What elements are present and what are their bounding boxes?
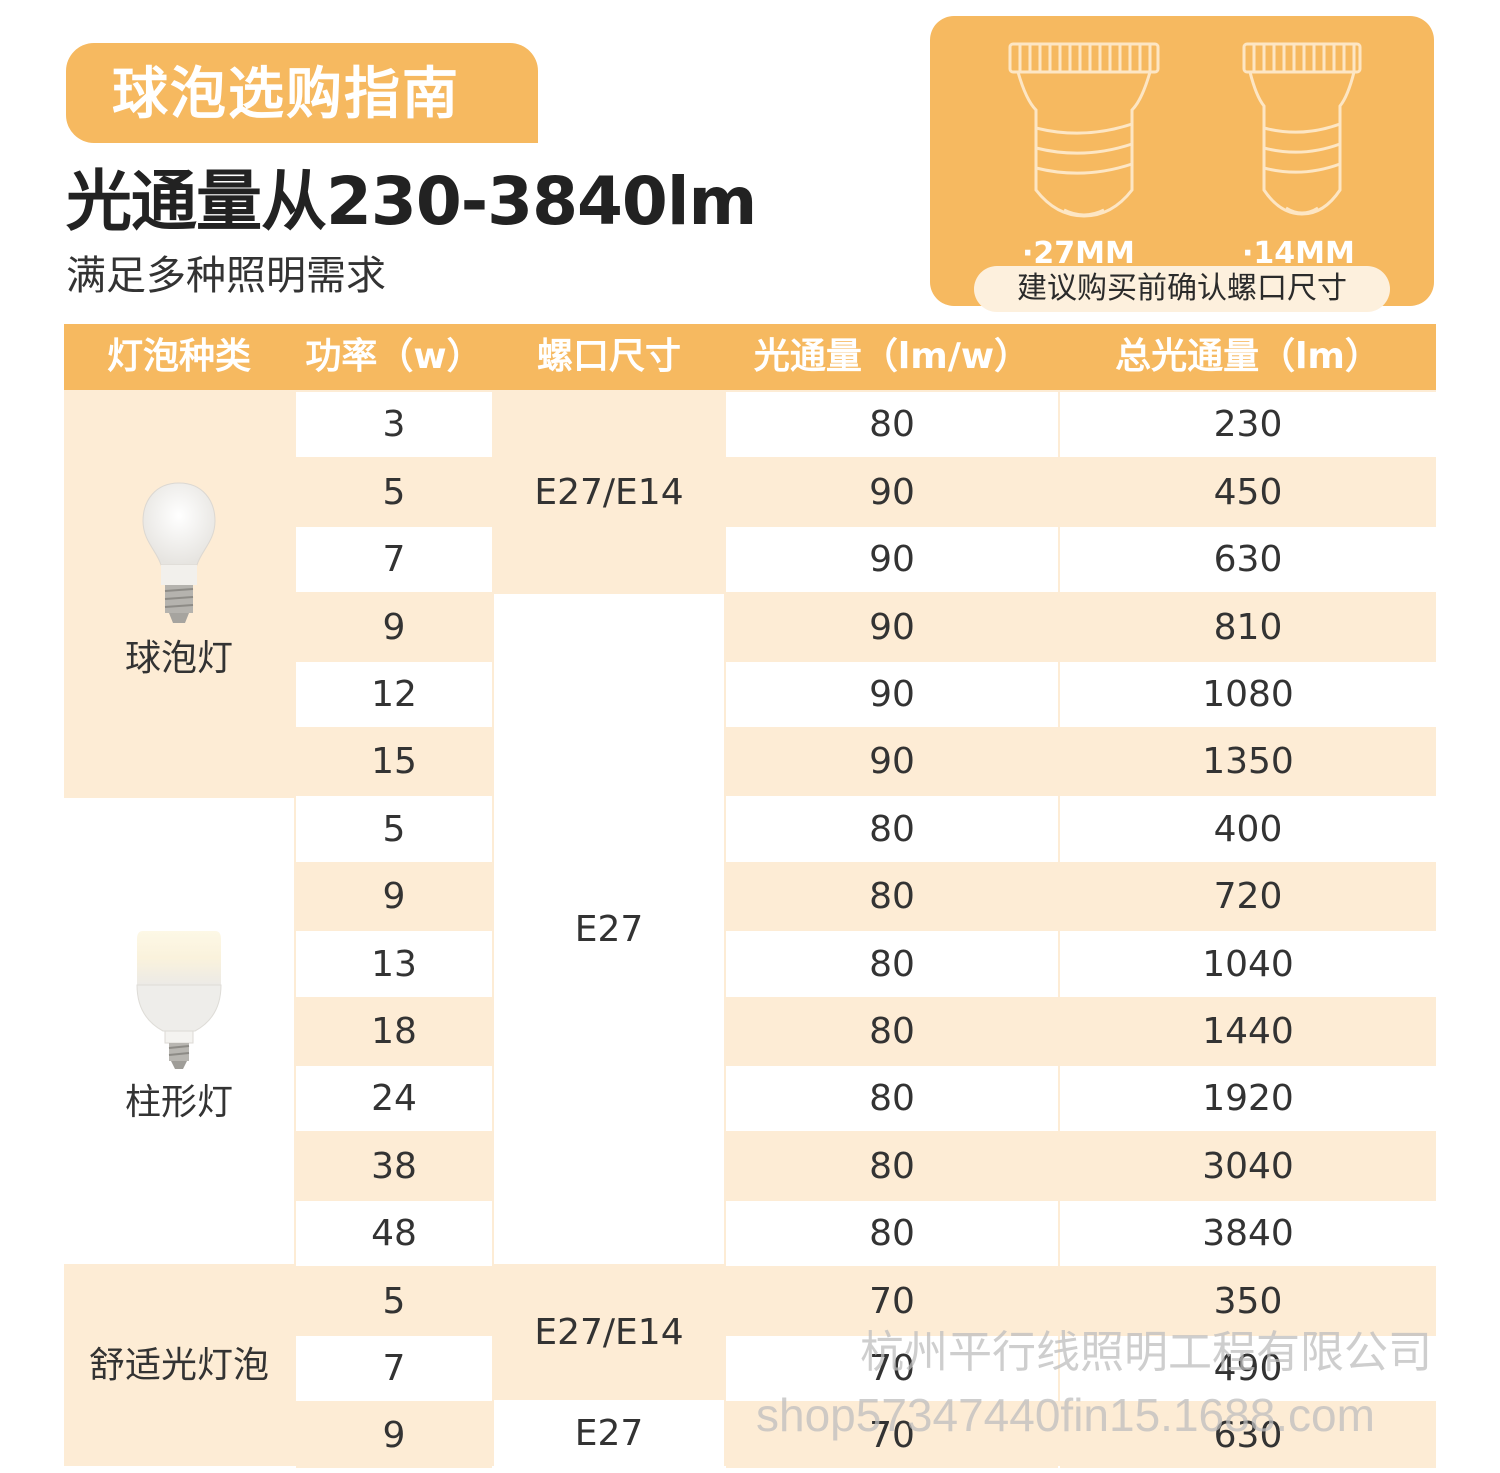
type-label-column: 柱形灯 <box>124 1082 233 1123</box>
efficacy-cell: 70 <box>726 1403 1058 1468</box>
total-cell: 810 <box>1060 594 1436 660</box>
total-cell: 720 <box>1060 864 1436 929</box>
total-cell: 1920 <box>1060 1066 1436 1131</box>
power-cell: 9 <box>296 1403 492 1468</box>
power-cell: 7 <box>296 1336 492 1401</box>
page-subheadline: 满足多种照明需求 <box>66 253 386 299</box>
watermark-company: 杭州平行线照明工程有限公司 <box>860 1328 1432 1377</box>
efficacy-cell: 80 <box>726 392 1058 457</box>
efficacy-cell: 80 <box>726 931 1058 997</box>
type-label-bulb: 球泡灯 <box>124 638 233 679</box>
total-cell: 450 <box>1060 459 1436 525</box>
efficacy-cell: 90 <box>726 459 1058 525</box>
total-cell: 1040 <box>1060 931 1436 997</box>
guide-tag-title: 球泡选购指南 <box>112 62 460 127</box>
efficacy-cell: 80 <box>726 1133 1058 1199</box>
header-base: 螺口尺寸 <box>536 336 681 377</box>
bulb-spec-table: 灯泡种类 功率（w） 螺口尺寸 光通量（lm/w） 总光通量（lm） 球泡灯 <box>64 324 1436 1468</box>
efficacy-cell: 80 <box>726 1066 1058 1131</box>
efficacy-cell: 70 <box>726 1268 1058 1334</box>
type-label-comfort: 舒适光灯泡 <box>88 1345 269 1386</box>
guide-tag-banner <box>66 43 538 143</box>
socket-size-panel: ·27MM ·14MM <box>930 16 1434 306</box>
total-cell: 630 <box>1060 527 1436 592</box>
efficacy-cell: 80 <box>726 796 1058 862</box>
total-cell: 350 <box>1060 1268 1436 1334</box>
efficacy-cell: 80 <box>726 1201 1058 1266</box>
power-cell: 12 <box>296 662 492 727</box>
power-cell: 13 <box>296 931 492 997</box>
page-headline: 光通量从230-3840lm <box>66 163 757 240</box>
header-power: 功率（w） <box>305 336 483 377</box>
type-group-comfort: 舒适光灯泡 <box>64 1266 294 1466</box>
efficacy-cell: 90 <box>726 662 1058 727</box>
header-efficacy: 光通量（lm/w） <box>753 336 1031 377</box>
total-cell: 490 <box>1060 1336 1436 1401</box>
total-cell: 230 <box>1060 392 1436 457</box>
total-cell: 1350 <box>1060 729 1436 794</box>
base-cell-e27-a: E27 <box>494 594 724 1264</box>
efficacy-cell: 90 <box>726 527 1058 592</box>
type-group-bulb: 球泡灯 <box>64 392 294 796</box>
base-cell-e27-b: E27 <box>494 1400 724 1466</box>
total-cell: 630 <box>1060 1403 1436 1468</box>
base-cell-e27e14-b: E27/E14 <box>494 1266 724 1398</box>
socket-size-14: ·14MM <box>1242 236 1355 271</box>
total-cell: 3840 <box>1060 1201 1436 1266</box>
base-cell-e27e14-a: E27/E14 <box>494 392 724 592</box>
total-cell: 1440 <box>1060 999 1436 1064</box>
efficacy-cell: 80 <box>726 999 1058 1064</box>
e27-socket-icon <box>1008 42 1160 218</box>
total-cell: 3040 <box>1060 1133 1436 1199</box>
power-cell: 7 <box>296 527 492 592</box>
socket-size-27: ·27MM <box>1022 236 1135 271</box>
power-cell: 18 <box>296 999 492 1064</box>
efficacy-cell: 90 <box>726 594 1058 660</box>
power-cell: 38 <box>296 1133 492 1199</box>
power-cell: 24 <box>296 1066 492 1131</box>
efficacy-cell: 70 <box>726 1336 1058 1401</box>
power-cell: 5 <box>296 796 492 862</box>
power-cell: 48 <box>296 1201 492 1266</box>
socket-advice-pill: 建议购买前确认螺口尺寸 <box>974 266 1390 312</box>
total-cell: 1080 <box>1060 662 1436 727</box>
column-bulb-icon <box>136 931 222 1069</box>
type-group-column: 柱形灯 <box>64 798 294 1264</box>
efficacy-cell: 80 <box>726 864 1058 929</box>
watermark-url: shop57347440fin15.1688.com <box>756 1389 1375 1441</box>
e14-socket-icon <box>1242 42 1362 216</box>
power-cell: 9 <box>296 864 492 929</box>
total-cell: 400 <box>1060 796 1436 862</box>
power-cell: 5 <box>296 459 492 525</box>
power-cell: 15 <box>296 729 492 794</box>
power-cell: 3 <box>296 392 492 457</box>
header-total: 总光通量（lm） <box>1115 336 1381 377</box>
efficacy-cell: 90 <box>726 729 1058 794</box>
header-type: 灯泡种类 <box>106 336 251 377</box>
table-header-row: 灯泡种类 功率（w） 螺口尺寸 光通量（lm/w） 总光通量（lm） <box>64 324 1436 390</box>
power-cell: 9 <box>296 594 492 660</box>
power-cell: 5 <box>296 1268 492 1334</box>
bulb-icon <box>142 482 216 623</box>
